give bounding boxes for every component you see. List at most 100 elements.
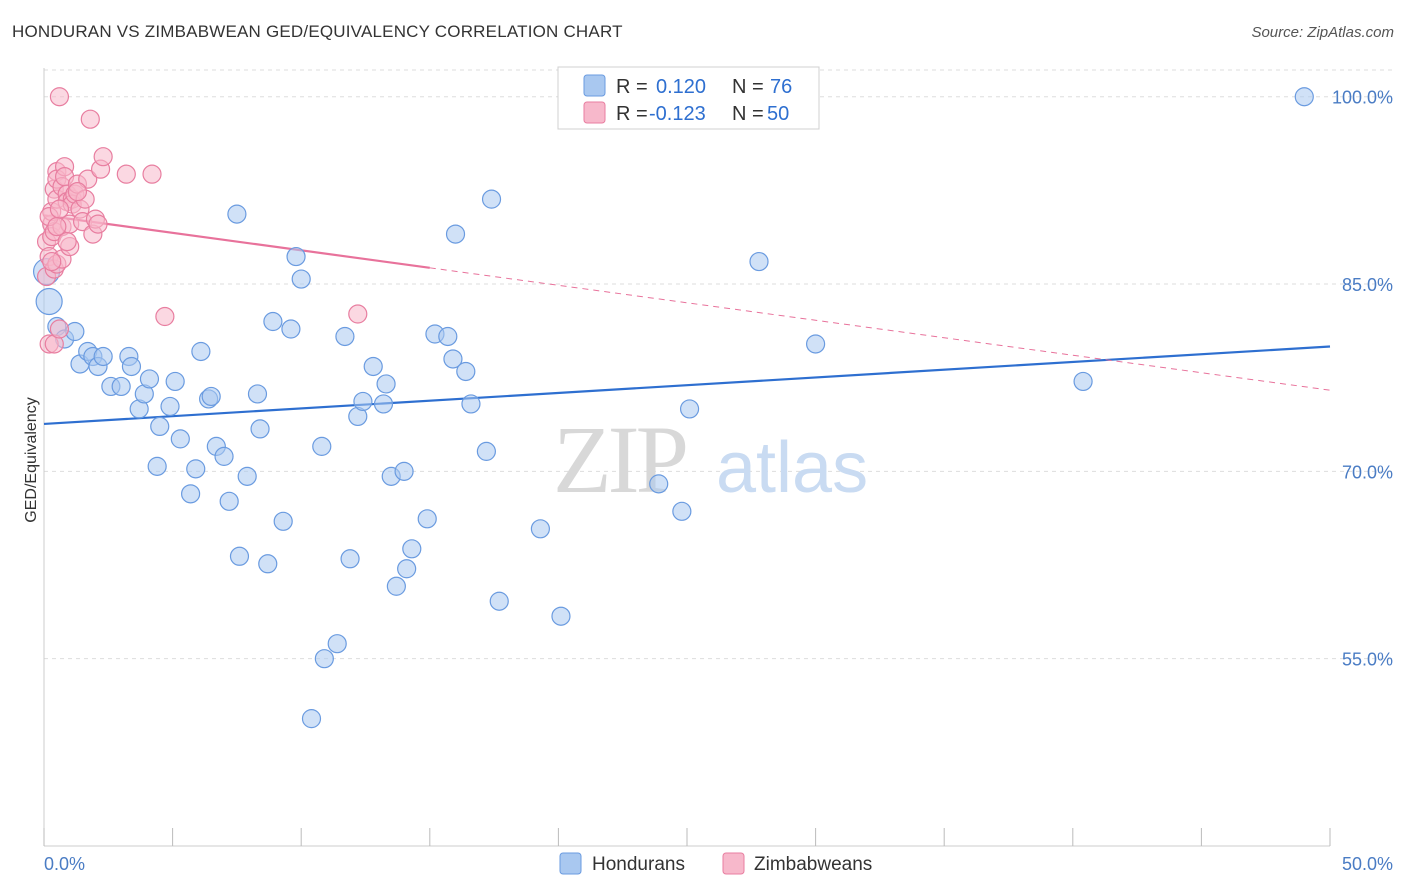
honduran-trend-line <box>43 345 1331 426</box>
bottom-legend-swatch-hondurans <box>559 852 582 875</box>
honduran-point <box>250 419 270 439</box>
legend-n-value-2: 50 <box>767 103 789 125</box>
honduran-point <box>237 466 257 486</box>
legend-r-value-2: -0.123 <box>649 103 706 125</box>
zimbabwean-point <box>49 87 70 107</box>
honduran-point <box>214 446 234 466</box>
honduran-point <box>186 459 206 479</box>
zimbabwean-point <box>88 214 108 234</box>
legend-n-value-1: 76 <box>770 76 792 98</box>
honduran-point <box>679 399 700 419</box>
bottom-legend: Hondurans Zimbabweans <box>559 852 872 875</box>
honduran-point <box>229 546 250 566</box>
honduran-point <box>1073 371 1093 392</box>
gridlines <box>44 69 1392 660</box>
honduran-point <box>301 709 322 729</box>
legend-n-label-1: N = <box>732 76 764 98</box>
watermark: ZIP atlas <box>553 406 868 513</box>
honduran-point <box>340 549 360 569</box>
honduran-point <box>160 396 180 417</box>
honduran-point <box>181 484 201 504</box>
honduran-point <box>111 376 131 397</box>
honduran-point <box>489 591 509 611</box>
honduran-point <box>291 269 311 289</box>
watermark-atlas: atlas <box>716 428 868 508</box>
bottom-legend-zimbabweans: Zimbabweans <box>754 854 872 875</box>
chart-source: Source: ZipAtlas.com <box>1251 24 1394 41</box>
honduran-point <box>150 416 170 437</box>
honduran-point <box>805 334 826 354</box>
honduran-point <box>373 394 394 414</box>
honduran-point <box>312 436 332 456</box>
honduran-point <box>165 371 185 392</box>
legend: R = 0.120 N = 76 R = -0.123 N = 50 <box>557 66 820 130</box>
zimbabwean-point <box>49 199 70 219</box>
honduran-point <box>551 606 571 626</box>
honduran-point <box>649 474 669 494</box>
watermark-zip: ZIP <box>553 406 686 513</box>
honduran-point <box>376 374 396 394</box>
y-tick-label: 55.0% <box>1342 650 1393 670</box>
zimbabwean-point <box>42 251 62 272</box>
honduran-point <box>402 539 422 559</box>
honduran-point <box>672 501 692 521</box>
trend-lines <box>43 214 1331 426</box>
honduran-point <box>139 369 160 389</box>
zimbabwean-point <box>57 231 77 252</box>
honduran-point <box>35 287 63 316</box>
legend-n-label-2: N = <box>732 103 764 125</box>
honduran-point <box>438 326 458 347</box>
honduran-point <box>481 189 502 209</box>
legend-swatch-hondurans <box>583 74 606 97</box>
honduran-point <box>170 429 190 449</box>
honduran-point <box>445 224 466 244</box>
honduran-point <box>121 356 142 377</box>
honduran-point <box>227 204 247 224</box>
legend-r-value-1: 0.120 <box>656 76 706 98</box>
honduran-point <box>258 554 278 574</box>
y-tick-label: 100.0% <box>1332 88 1393 108</box>
honduran-point <box>353 391 373 412</box>
zimbabwean-point <box>116 164 136 184</box>
honduran-point <box>1294 87 1314 107</box>
axes <box>43 68 1331 847</box>
zimbabwean-trend-line <box>43 214 430 269</box>
honduran-point <box>219 491 239 511</box>
honduran-point <box>247 384 268 404</box>
honduran-point <box>749 251 769 272</box>
honduran-point <box>476 441 496 461</box>
bottom-legend-hondurans: Hondurans <box>592 854 685 875</box>
honduran-point <box>191 341 211 362</box>
honduran-point <box>443 349 463 369</box>
honduran-point <box>530 519 550 539</box>
data-points <box>32 87 1314 729</box>
y-tick-label: 85.0% <box>1342 275 1393 295</box>
zimbabwean-point <box>67 182 88 202</box>
honduran-point <box>363 356 383 377</box>
honduran-point <box>394 461 414 481</box>
zimbabwean-point <box>47 217 67 237</box>
legend-r-label-2: R = <box>616 103 648 125</box>
honduran-point <box>314 649 334 669</box>
legend-swatch-zimbabweans <box>583 101 606 124</box>
honduran-point <box>93 346 113 367</box>
legend-r-label-1: R = <box>616 76 648 98</box>
y-tick-labels: 55.0% 70.0% 85.0% 100.0% <box>1332 88 1393 670</box>
bottom-legend-swatch-zimbabweans <box>722 852 745 875</box>
zimbabwean-point <box>80 109 100 129</box>
y-axis-label: GED/Equivalency <box>23 397 40 522</box>
honduran-point <box>263 311 283 332</box>
x-tick-label: 0.0% <box>44 854 85 874</box>
honduran-point <box>417 509 437 529</box>
x-tick-label: 50.0% <box>1342 854 1393 874</box>
honduran-point <box>281 319 301 339</box>
zimbabwean-point <box>93 147 113 167</box>
honduran-point <box>273 511 293 531</box>
honduran-point <box>456 361 476 382</box>
honduran-point <box>201 386 221 407</box>
zimbabwean-point <box>78 169 98 189</box>
honduran-point <box>147 456 167 476</box>
y-tick-label: 70.0% <box>1342 462 1393 482</box>
zimbabwean-trend-extension <box>429 267 1331 391</box>
